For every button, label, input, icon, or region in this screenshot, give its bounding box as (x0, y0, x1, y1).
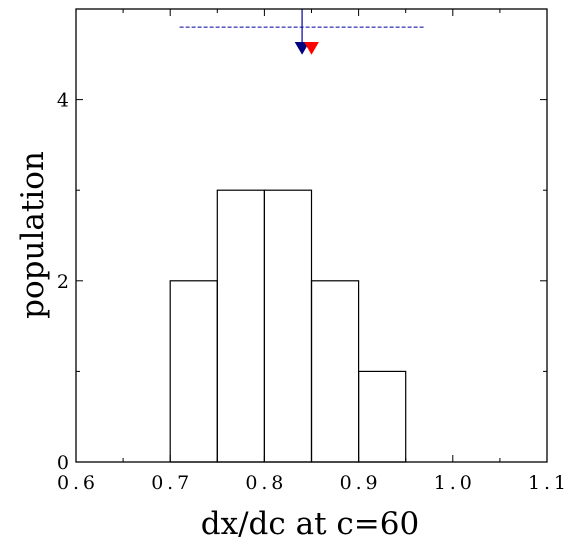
histogram-bar-1 (169, 280, 218, 463)
x-tick-label-0: 0.6 (57, 472, 95, 494)
histogram-bar-4 (310, 280, 360, 463)
x-tick-label-3: 0.9 (340, 472, 378, 494)
y-axis-label: population (15, 151, 51, 319)
annotations (179, 9, 425, 55)
histogram-bars (169, 189, 407, 463)
histogram-bar-3 (263, 189, 313, 463)
plot-frame (75, 8, 548, 463)
triangle-marker-1 (294, 42, 310, 55)
y-tick-label-0: 0 (57, 452, 69, 474)
x-tick-label-1: 0.7 (151, 472, 189, 494)
x-axis-label: dx/dc at c=60 (201, 506, 419, 542)
x-tick-label-5: 1.1 (528, 472, 566, 494)
x-tick-label-4: 1.0 (434, 472, 472, 494)
triangle-marker-2 (304, 42, 319, 55)
histogram-bar-5 (358, 370, 407, 463)
histogram-bar-2 (216, 189, 266, 463)
x-tick-label-2: 0.8 (245, 472, 283, 494)
y-tick-label-1: 2 (57, 271, 69, 293)
tick-labels: 0.6 0.7 0.8 0.9 1.0 1.1 0 2 4 (57, 90, 566, 494)
y-tick-label-2: 4 (57, 90, 69, 112)
